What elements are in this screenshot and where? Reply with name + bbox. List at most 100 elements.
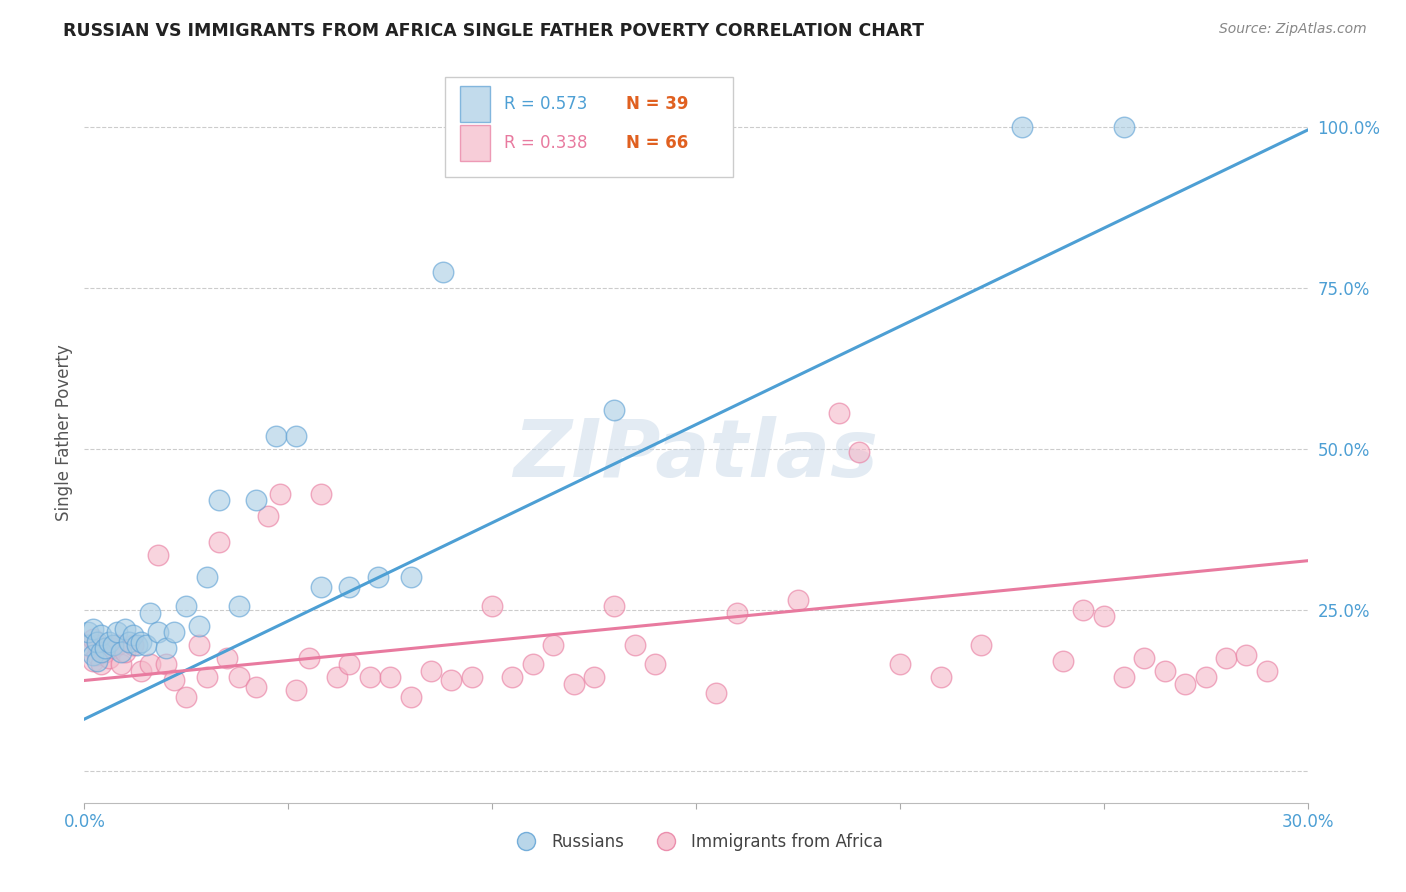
Point — [174, 690, 197, 704]
Point — [90, 657, 112, 672]
Point — [339, 657, 361, 672]
Point — [86, 654, 108, 668]
Point — [118, 635, 141, 649]
Point — [1133, 651, 1156, 665]
Point — [481, 599, 503, 614]
Point — [326, 670, 349, 684]
Point — [163, 673, 186, 688]
Point — [1154, 664, 1177, 678]
Point — [110, 657, 132, 672]
Point — [583, 670, 606, 684]
Point — [110, 644, 132, 658]
Point — [138, 657, 160, 672]
Point — [105, 638, 128, 652]
Bar — [460, 87, 491, 121]
Point — [440, 673, 463, 688]
Point — [929, 670, 952, 684]
Point — [1114, 120, 1136, 134]
Point — [502, 670, 524, 684]
Point — [163, 625, 186, 640]
Point — [131, 635, 153, 649]
Point — [174, 599, 197, 614]
Text: R = 0.338: R = 0.338 — [503, 134, 588, 153]
Point — [522, 657, 544, 672]
Point — [228, 670, 250, 684]
Point — [101, 641, 124, 656]
Point — [624, 638, 647, 652]
Point — [82, 632, 104, 646]
Point — [603, 599, 626, 614]
Point — [1215, 651, 1237, 665]
Point — [298, 651, 321, 665]
Point — [787, 593, 810, 607]
Point — [562, 676, 585, 690]
Point — [264, 429, 287, 443]
Point — [245, 680, 267, 694]
Legend: Russians, Immigrants from Africa: Russians, Immigrants from Africa — [503, 826, 889, 857]
Text: RUSSIAN VS IMMIGRANTS FROM AFRICA SINGLE FATHER POVERTY CORRELATION CHART: RUSSIAN VS IMMIGRANTS FROM AFRICA SINGLE… — [63, 22, 924, 40]
Point — [309, 580, 332, 594]
Point — [82, 648, 104, 662]
Point — [122, 628, 145, 642]
Point — [135, 638, 157, 652]
Point — [195, 670, 218, 684]
Point — [101, 638, 124, 652]
Point — [285, 429, 308, 443]
Text: Source: ZipAtlas.com: Source: ZipAtlas.com — [1219, 22, 1367, 37]
Point — [725, 606, 748, 620]
Point — [122, 638, 145, 652]
Point — [195, 570, 218, 584]
Point — [146, 625, 169, 640]
Point — [309, 487, 332, 501]
Point — [543, 638, 565, 652]
Point — [77, 638, 100, 652]
Point — [399, 690, 422, 704]
Point — [461, 670, 484, 684]
Point — [1256, 664, 1278, 678]
Point — [228, 599, 250, 614]
Bar — [460, 126, 491, 161]
Point — [1174, 676, 1197, 690]
Point — [1011, 120, 1033, 134]
Point — [208, 535, 231, 549]
Point — [131, 664, 153, 678]
Point — [90, 628, 112, 642]
Point — [257, 509, 280, 524]
Point — [146, 548, 169, 562]
Point — [1236, 648, 1258, 662]
Point — [1114, 670, 1136, 684]
Point — [90, 644, 112, 658]
Point — [1052, 654, 1074, 668]
Point — [187, 619, 209, 633]
Point — [1073, 602, 1095, 616]
Point — [86, 648, 108, 662]
Point — [93, 641, 115, 656]
Point — [86, 638, 108, 652]
Point — [380, 670, 402, 684]
Point — [285, 683, 308, 698]
Point — [155, 657, 177, 672]
Point — [138, 606, 160, 620]
Point — [77, 638, 100, 652]
FancyBboxPatch shape — [446, 78, 733, 178]
Point — [848, 445, 870, 459]
Point — [187, 638, 209, 652]
Point — [359, 670, 381, 684]
Point — [889, 657, 911, 672]
Point — [93, 644, 115, 658]
Point — [269, 487, 291, 501]
Text: R = 0.573: R = 0.573 — [503, 95, 588, 113]
Point — [706, 686, 728, 700]
Point — [97, 635, 120, 649]
Point — [105, 625, 128, 640]
Text: N = 66: N = 66 — [626, 134, 689, 153]
Point — [339, 580, 361, 594]
Point — [217, 651, 239, 665]
Point — [97, 651, 120, 665]
Y-axis label: Single Father Poverty: Single Father Poverty — [55, 344, 73, 521]
Point — [399, 570, 422, 584]
Point — [114, 644, 136, 658]
Point — [82, 622, 104, 636]
Point — [114, 622, 136, 636]
Text: ZIPatlas: ZIPatlas — [513, 416, 879, 494]
